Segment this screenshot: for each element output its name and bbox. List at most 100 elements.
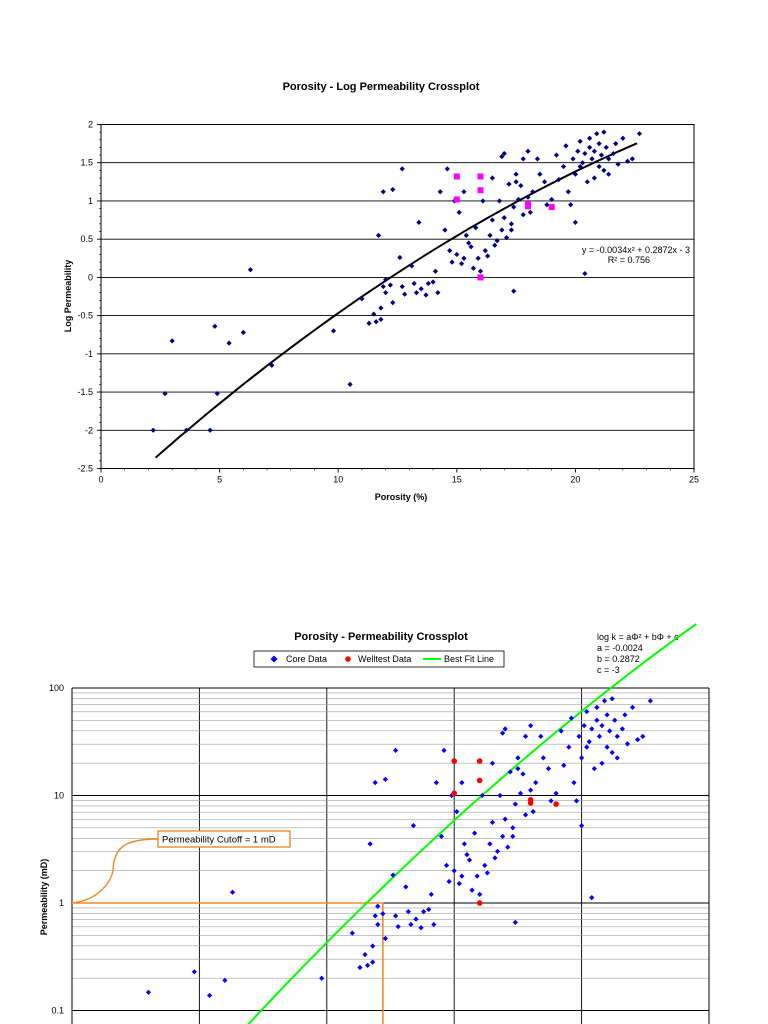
chart2-core-point bbox=[471, 830, 478, 836]
chart1-core-point bbox=[214, 390, 220, 397]
chart2-core-point bbox=[372, 780, 378, 786]
chart2-core-point bbox=[579, 755, 585, 761]
chart2-core-point bbox=[372, 913, 378, 919]
chart2-core-point bbox=[594, 704, 600, 710]
chart2-core-point bbox=[405, 909, 411, 915]
chart1-core-point bbox=[150, 427, 156, 433]
chart2-core-point bbox=[461, 841, 467, 847]
chart2-core-point bbox=[413, 916, 419, 922]
chart2-core-point bbox=[629, 704, 636, 710]
chart2-core-point bbox=[382, 776, 389, 782]
chart1-core-point bbox=[437, 189, 443, 195]
chart1-core-point bbox=[461, 255, 467, 261]
chart2-core-point bbox=[349, 930, 355, 936]
chart1-welltest-point bbox=[453, 173, 460, 180]
chart1-core-point bbox=[556, 176, 562, 183]
chart2-core-point bbox=[489, 819, 496, 825]
chart2-core-point bbox=[591, 766, 597, 772]
chart1-core-point bbox=[527, 209, 533, 216]
chart2-core-point bbox=[408, 921, 414, 928]
chart2-core-point bbox=[489, 760, 496, 766]
chart2-core-point bbox=[395, 924, 401, 930]
chart2-core-point bbox=[362, 952, 368, 958]
chart2-core-point bbox=[599, 723, 605, 729]
chart2-core-point bbox=[380, 911, 386, 917]
chart2-title: Porosity - Permeability Crossplot bbox=[294, 631, 468, 643]
chart1-y-tick-label: -1.5 bbox=[77, 387, 93, 397]
equation-b: b = 0.2872 bbox=[597, 654, 640, 664]
chart1-core-point bbox=[418, 286, 424, 292]
chart2-core-point bbox=[484, 870, 490, 876]
chart1-core-point bbox=[477, 268, 484, 274]
chart2-core-point bbox=[594, 717, 600, 723]
chart1-core-point bbox=[383, 277, 389, 283]
chart1-core-point bbox=[162, 390, 168, 397]
chart1-core-point bbox=[475, 255, 481, 261]
chart1-core-point bbox=[560, 163, 567, 170]
chart1-trendline bbox=[154, 142, 638, 459]
chart1-core-point bbox=[525, 194, 531, 200]
chart2-core-point bbox=[538, 733, 544, 739]
chart1-core-point bbox=[487, 232, 493, 238]
chart2-core-point bbox=[466, 857, 473, 863]
chart1-core-point bbox=[207, 427, 213, 433]
chart1-core-point bbox=[485, 253, 491, 259]
chart1-r-squared: R² = 0.756 bbox=[608, 255, 650, 265]
chart2-core-point bbox=[375, 903, 381, 909]
chart1-core-point bbox=[399, 166, 405, 172]
chart1-core-point bbox=[570, 156, 576, 162]
chart2-core-point bbox=[584, 744, 590, 750]
chart2-core-point bbox=[548, 798, 554, 804]
chart1-x-tick-label: 0 bbox=[98, 475, 103, 485]
chart1-y-tick-labels: 2 1.5 1 0.5 0 -0.5 -1 -1.5 -2 -2.5 bbox=[77, 120, 93, 474]
chart1-core-point bbox=[373, 319, 379, 325]
chart1-y-tick-label: 0.5 bbox=[80, 234, 93, 244]
chart1-core-point bbox=[269, 362, 275, 368]
chart2-core-point bbox=[586, 739, 592, 745]
chart1-core-point bbox=[169, 338, 175, 344]
chart1-core-point bbox=[447, 248, 453, 254]
chart1-core-point bbox=[582, 150, 588, 157]
chart1-core-point bbox=[513, 171, 519, 177]
chart1-core-point bbox=[506, 181, 512, 187]
legend-core-label: Core Data bbox=[286, 654, 327, 664]
chart1-core-point bbox=[435, 290, 441, 296]
chart1-core-point bbox=[409, 263, 415, 269]
chart1-core-point bbox=[636, 131, 643, 137]
chart2-points bbox=[145, 696, 653, 999]
chart1-core-point bbox=[596, 141, 602, 147]
legend-welltest-label: Welltest Data bbox=[358, 654, 411, 664]
chart1-core-point bbox=[549, 196, 555, 203]
chart1-points bbox=[150, 129, 643, 433]
chart1-x-tick-label: 15 bbox=[452, 475, 462, 485]
chart2-welltest-point bbox=[527, 800, 534, 806]
chart2-core-point bbox=[512, 919, 518, 925]
chart1-y-tick-label: -1 bbox=[85, 349, 93, 359]
chart1-core-point bbox=[518, 183, 524, 189]
chart2-core-point bbox=[357, 964, 363, 971]
chart1-core-point bbox=[513, 179, 519, 185]
chart1-core-point bbox=[496, 198, 503, 204]
chart1-core-point bbox=[390, 300, 396, 306]
chart2-core-point bbox=[517, 790, 524, 796]
chart2-core-point bbox=[382, 935, 389, 942]
legend-welltest-marker bbox=[345, 656, 351, 662]
chart1-y-tick-label: -2.5 bbox=[77, 464, 93, 474]
chart2-y-tick-label: 100 bbox=[49, 683, 64, 693]
chart2-core-point bbox=[206, 992, 213, 999]
chart1-core-point bbox=[501, 150, 507, 157]
chart2-core-point bbox=[454, 809, 460, 815]
chart1-x-tick-label: 10 bbox=[333, 475, 343, 485]
chart2-core-point bbox=[533, 780, 539, 786]
chart1-welltest-point bbox=[477, 173, 484, 180]
chart2-core-point bbox=[601, 698, 608, 704]
chart1-core-point bbox=[511, 204, 517, 210]
chart2-y-tick-label: 0.1 bbox=[51, 1006, 64, 1016]
chart1-core-point bbox=[442, 227, 448, 233]
chart2-core-point bbox=[507, 769, 513, 775]
chart1-core-point bbox=[601, 167, 607, 173]
chart2-core-point bbox=[464, 852, 470, 858]
chart1-y-tick-label: 2 bbox=[88, 120, 93, 130]
chart1-core-point bbox=[565, 189, 571, 195]
chart1-y-tick-label: 1.5 bbox=[80, 158, 93, 168]
